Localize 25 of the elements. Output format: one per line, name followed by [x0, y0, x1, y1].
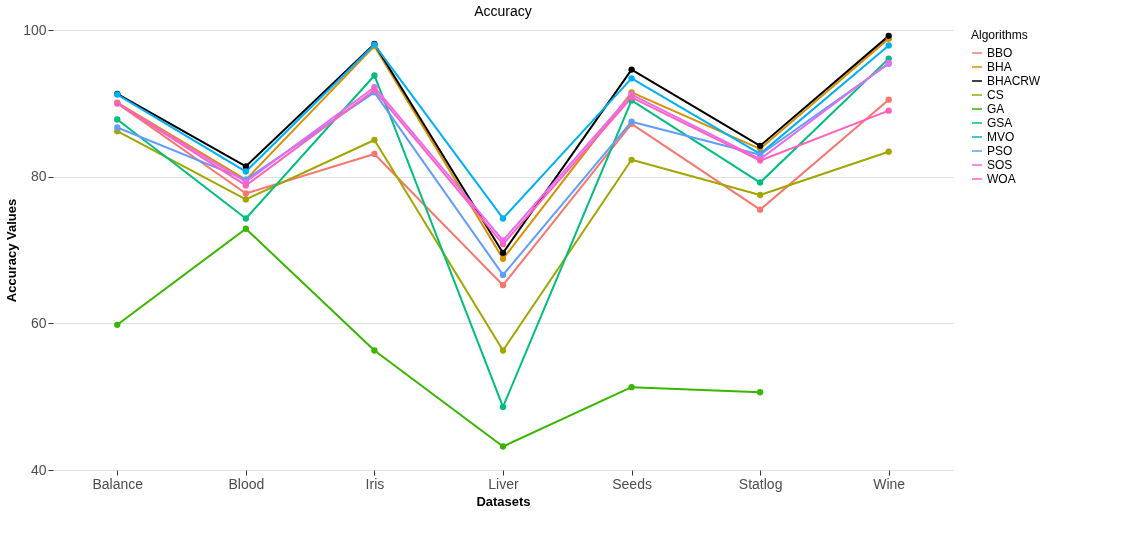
chart-title: Accuracy	[474, 3, 532, 19]
legend-label: SOS	[987, 158, 1013, 172]
legend-label: CS	[987, 88, 1004, 102]
legend-label: BHACRW	[987, 74, 1041, 88]
legend-label: WOA	[987, 172, 1016, 186]
x-tick-label: Liver	[488, 475, 519, 492]
y-axis-title: Accuracy Values	[4, 198, 20, 303]
x-tick-label: Iris	[365, 475, 385, 492]
legend-title: Algorithms	[971, 28, 1028, 42]
legend-label: MVO	[987, 130, 1015, 144]
legend-label: PSO	[987, 144, 1013, 158]
x-tick-label: Statlog	[738, 475, 783, 492]
y-tick-label: 80	[30, 168, 47, 185]
y-tick-label: 100	[23, 21, 47, 38]
y-tick-label: 40	[30, 461, 47, 478]
x-tick-label: Blood	[228, 475, 265, 492]
legend-label: BBO	[987, 46, 1013, 60]
legend-label: GSA	[987, 116, 1013, 130]
x-tick-label: Balance	[92, 475, 144, 492]
x-tick-label: Seeds	[612, 475, 652, 492]
x-tick-label: Wine	[873, 475, 906, 492]
legend-label: GA	[987, 102, 1005, 116]
x-axis-title: Datasets	[476, 493, 531, 509]
y-tick-label: 60	[30, 314, 47, 331]
legend-label: BHA	[987, 60, 1012, 74]
